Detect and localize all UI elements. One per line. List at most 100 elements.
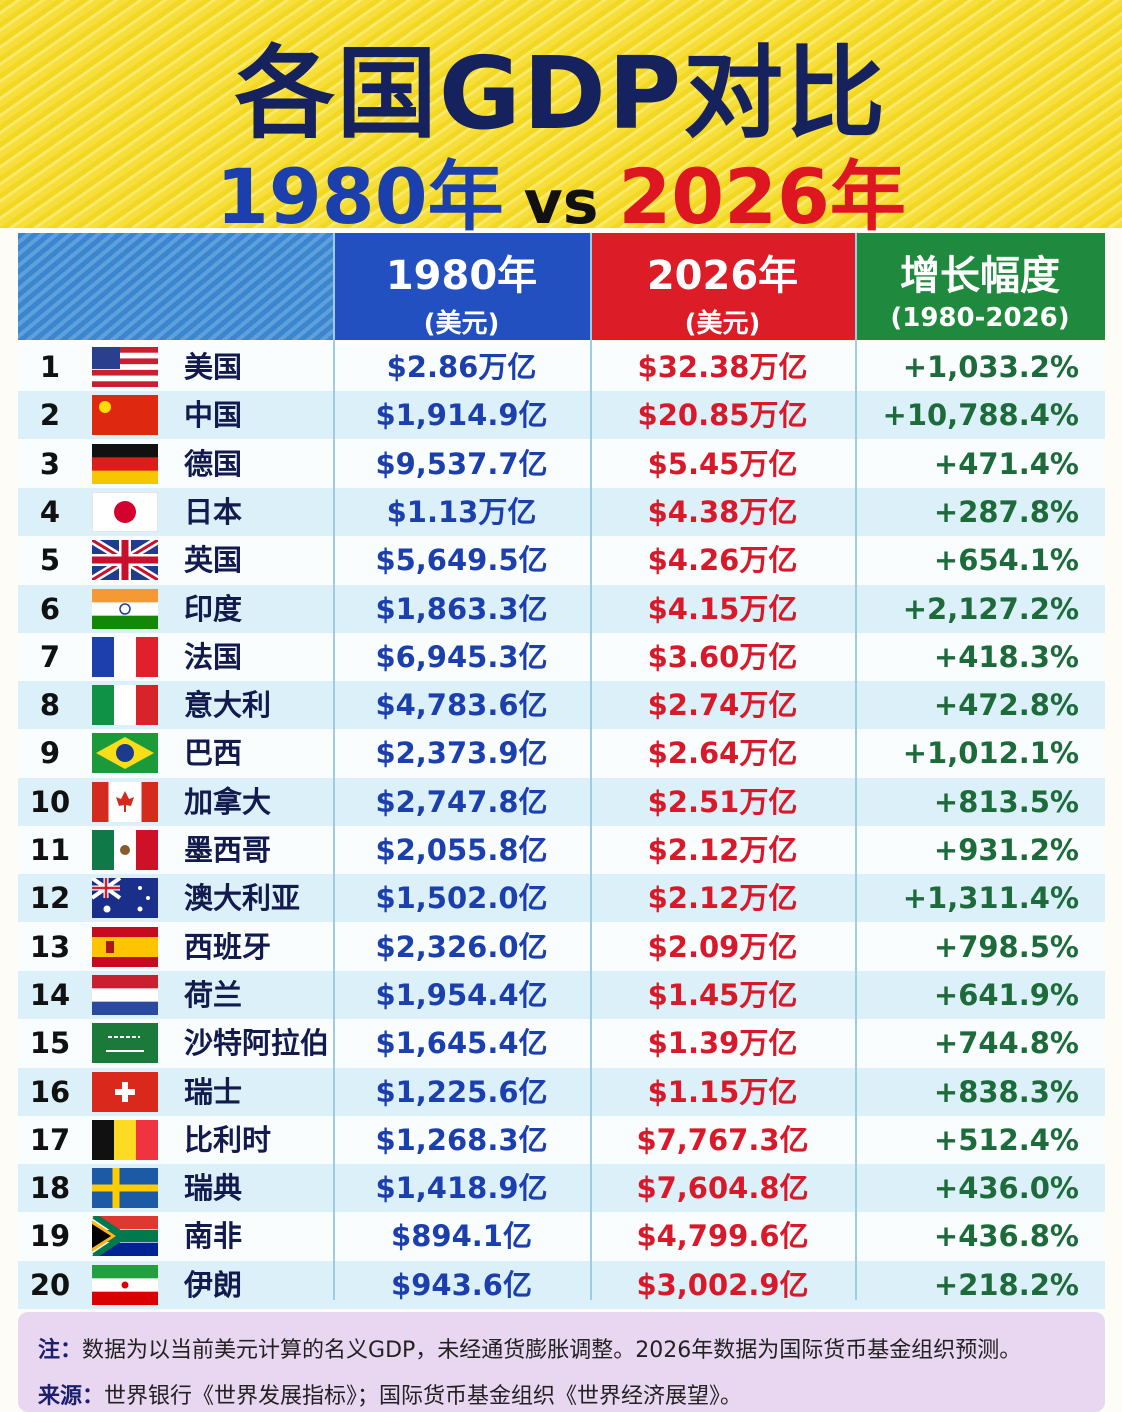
table-row: 17 比利时 $1,268.3亿 $7,767.3亿 +512.4% bbox=[18, 1115, 1105, 1164]
country: 荷兰 bbox=[184, 977, 243, 1012]
country: 南非 bbox=[184, 1219, 243, 1254]
country: 美国 bbox=[184, 350, 243, 384]
country: 沙特阿拉伯 bbox=[184, 1026, 330, 1061]
title: 各国GDP对比 bbox=[234, 35, 888, 152]
table-row: 12 澳大利亚 $1,502.0亿 $2.12万亿 +1,311.4% bbox=[18, 874, 1105, 923]
flag bbox=[92, 1071, 158, 1112]
header-title: 1980年 bbox=[385, 253, 538, 299]
rank: 15 bbox=[29, 1026, 71, 1061]
gdp-2026: $5.45万亿 bbox=[647, 446, 798, 481]
country: 瑞士 bbox=[184, 1074, 243, 1109]
header-1980: 1980年 (美元) bbox=[333, 233, 590, 340]
table-row: 2 中国 $1,914.9亿 $20.85万亿 +10,788.4% bbox=[18, 391, 1105, 440]
flag bbox=[90, 876, 158, 919]
gdp-2026: $3.60万亿 bbox=[647, 639, 798, 674]
gdp-2026: $1.45万亿 bbox=[647, 977, 798, 1012]
flag-image bbox=[92, 443, 158, 485]
rank: 18 bbox=[29, 1171, 71, 1206]
rank: 3 bbox=[39, 446, 61, 481]
table-row: 18 瑞典 $1,418.9亿 $7,604.8亿 +436.0% bbox=[18, 1164, 1105, 1213]
country: 德国 bbox=[184, 446, 243, 481]
gdp-1980: $1,225.6亿 bbox=[375, 1074, 548, 1109]
gdp-1980: $1.13万亿 bbox=[386, 494, 537, 529]
gdp-1980: $894.1亿 bbox=[391, 1219, 532, 1254]
flag-image bbox=[92, 395, 158, 436]
source-label: 来源： bbox=[38, 1384, 105, 1409]
flag bbox=[92, 1023, 158, 1064]
rank: 19 bbox=[29, 1219, 71, 1254]
country: 比利时 bbox=[184, 1122, 272, 1157]
flag bbox=[92, 830, 159, 870]
gdp-1980: $2,747.8亿 bbox=[375, 784, 548, 819]
flag-image bbox=[92, 1119, 159, 1160]
growth: +813.5% bbox=[933, 784, 1079, 819]
subtitle-vs: vs bbox=[523, 168, 599, 238]
flag-image bbox=[89, 536, 161, 584]
gdp-1980: $2,373.9亿 bbox=[375, 736, 548, 771]
growth: +472.8% bbox=[933, 688, 1079, 723]
column-divider bbox=[855, 233, 857, 1300]
flag-image bbox=[92, 1168, 158, 1209]
header-unit: (1980-2026) bbox=[890, 303, 1070, 333]
rank: 6 bbox=[39, 591, 61, 626]
country: 澳大利亚 bbox=[184, 881, 301, 916]
flag-image bbox=[92, 830, 159, 870]
subtitle-year-2026: 2026年 bbox=[618, 152, 906, 241]
gdp-2026: $7,767.3亿 bbox=[636, 1122, 809, 1157]
gdp-2026: $20.85万亿 bbox=[637, 398, 808, 433]
gdp-1980: $1,502.0亿 bbox=[375, 881, 548, 916]
flag-image bbox=[92, 347, 158, 388]
flag bbox=[92, 733, 158, 774]
table-row: 1 美国 $2.86万亿 $32.38万亿 +1,033.2% bbox=[18, 343, 1105, 391]
flag-image bbox=[92, 1071, 158, 1112]
gdp-1980: $1,418.9亿 bbox=[375, 1171, 548, 1206]
growth: +798.5% bbox=[933, 929, 1079, 964]
rank: 17 bbox=[29, 1122, 71, 1157]
rank: 20 bbox=[29, 1267, 71, 1302]
rank: 16 bbox=[29, 1074, 71, 1109]
gdp-2026: $4,799.6亿 bbox=[636, 1219, 809, 1254]
gdp-2026: $1.15万亿 bbox=[647, 1074, 798, 1109]
table-row: 14 荷兰 $1,954.4亿 $1.45万亿 +641.9% bbox=[18, 970, 1105, 1019]
note-text: 数据为以当前美元计算的名义GDP，未经通货膨胀调整。2026年数据为国际货币基金… bbox=[82, 1338, 1022, 1363]
rank: 13 bbox=[29, 929, 71, 964]
gdp-1980: $9,537.7亿 bbox=[375, 446, 548, 481]
source: 来源：世界银行《世界发展指标》；国际货币基金组织《世界经济展望》。 bbox=[38, 1378, 742, 1410]
header-blank bbox=[18, 233, 333, 340]
flag-image bbox=[92, 685, 159, 726]
flag-image bbox=[91, 491, 159, 533]
gdp-1980: $5,649.5亿 bbox=[375, 543, 548, 578]
country: 意大利 bbox=[184, 688, 272, 723]
flag bbox=[92, 395, 158, 436]
growth: +838.3% bbox=[933, 1074, 1079, 1109]
rank: 14 bbox=[29, 977, 71, 1012]
flag-image bbox=[90, 876, 158, 919]
header-2026: 2026年 (美元) bbox=[590, 233, 855, 340]
table-row: 19 南非 $894.1亿 $4,799.6亿 +436.8% bbox=[18, 1212, 1105, 1261]
gdp-2026: $2.12万亿 bbox=[647, 833, 798, 867]
subtitle: 1980年 vs 2026年 bbox=[0, 135, 1122, 245]
flag bbox=[92, 974, 158, 1016]
table-row: 13 西班牙 $2,326.0亿 $2.09万亿 +798.5% bbox=[18, 922, 1105, 971]
rank: 2 bbox=[39, 398, 61, 433]
column-divider bbox=[590, 233, 592, 1300]
flag-image bbox=[92, 926, 158, 968]
country: 法国 bbox=[184, 639, 243, 674]
flag bbox=[92, 588, 158, 629]
table-row: 11 墨西哥 $2,055.8亿 $2.12万亿 +931.2% bbox=[18, 826, 1105, 874]
flag bbox=[92, 1213, 158, 1259]
growth: +218.2% bbox=[933, 1267, 1079, 1302]
subtitle-year-1980: 1980年 bbox=[216, 152, 504, 241]
gdp-2026: $2.09万亿 bbox=[647, 929, 798, 964]
growth: +418.3% bbox=[933, 639, 1079, 674]
flag bbox=[92, 443, 158, 485]
country: 加拿大 bbox=[184, 784, 272, 819]
gdp-2026: $4.38万亿 bbox=[647, 494, 798, 529]
flag bbox=[92, 685, 159, 726]
column-divider bbox=[333, 233, 335, 1300]
flag bbox=[92, 347, 158, 388]
growth: +10,788.4% bbox=[882, 398, 1079, 433]
flag bbox=[91, 491, 159, 533]
gdp-2026: $2.74万亿 bbox=[647, 688, 798, 723]
rank: 11 bbox=[29, 833, 71, 867]
